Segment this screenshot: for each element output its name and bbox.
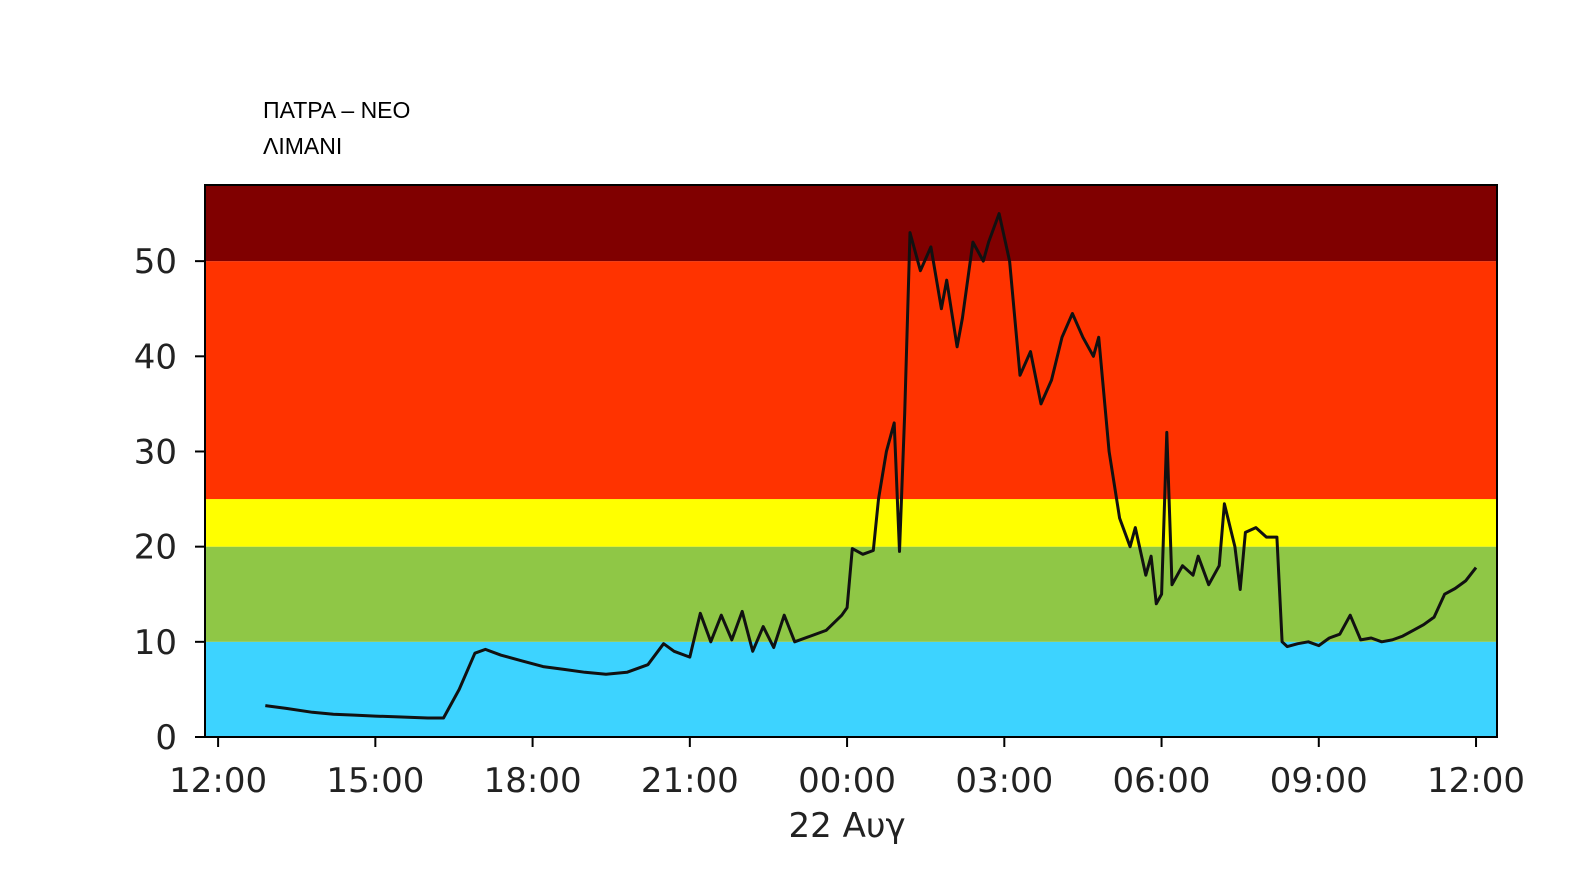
y-tick-label-20: 20 [134, 528, 177, 568]
y-tick-label-30: 30 [134, 432, 177, 472]
y-tick-label-50: 50 [134, 242, 177, 282]
band-50-58 [205, 185, 1497, 262]
band-0-10 [205, 641, 1497, 737]
x-tick-label-4: 00:00 [798, 761, 896, 801]
band-25-50 [205, 261, 1497, 500]
x-tick-label-1: 15:00 [326, 761, 424, 801]
x-tick-label-8: 12:00 [1427, 761, 1525, 801]
plot-frame [204, 184, 1498, 738]
x-tick-label-3: 21:00 [641, 761, 739, 801]
band-20-25 [205, 499, 1497, 547]
x-tick-label-5: 03:00 [955, 761, 1053, 801]
series-line-0 [265, 212, 1478, 720]
chart-title-line-2: ΛΙΜΑΝΙ [263, 133, 343, 159]
x-axis-date-label: 22 Αυγ [789, 806, 906, 846]
x-tick-label-2: 18:00 [484, 761, 582, 801]
y-tick-label-40: 40 [134, 337, 177, 377]
x-axis: 12:00 15:00 18:00 21:00 00:00 03:00 06:00 09:00… [169, 737, 1525, 801]
chart-title: ΠΑΤΡΑ – ΝΕΟ ΛΙΜΑΝΙ [263, 92, 410, 164]
x-tick-label-0: 12:00 [169, 761, 267, 801]
y-tick-label-0: 0 [155, 718, 177, 758]
threshold-bands [205, 185, 1497, 737]
y-axis: 0 10 20 30 40 50 [134, 242, 205, 758]
series-layer [265, 212, 1478, 720]
x-tick-label-7: 09:00 [1270, 761, 1368, 801]
chart-title-line-1: ΠΑΤΡΑ – ΝΕΟ [263, 97, 411, 123]
y-tick-label-10: 10 [134, 623, 177, 663]
x-tick-label-6: 06:00 [1113, 761, 1211, 801]
